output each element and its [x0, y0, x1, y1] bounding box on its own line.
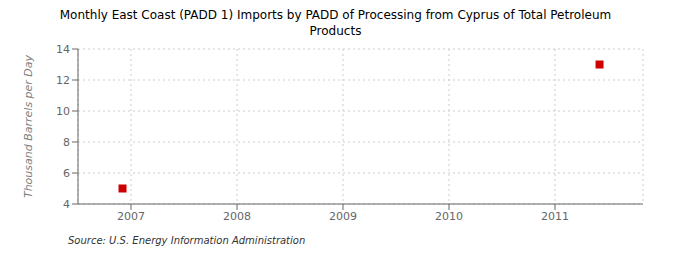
svg-text:2008: 2008 — [223, 210, 251, 223]
svg-text:2009: 2009 — [329, 210, 357, 223]
svg-text:12: 12 — [56, 74, 70, 87]
svg-text:10: 10 — [56, 105, 70, 118]
svg-text:6: 6 — [63, 167, 70, 180]
svg-text:2011: 2011 — [541, 210, 569, 223]
html-text:Monthly East Coast (PADD 1) Im: Monthly East Coast (PADD 1) Imports by P… — [59, 8, 612, 38]
html-text:Source: U.S. Energy Informatio: Source: U.S. Energy Information Administ… — [68, 235, 306, 247]
svg-text:8: 8 — [63, 136, 70, 149]
svg-text:4: 4 — [63, 198, 70, 211]
svg-text:2010: 2010 — [435, 210, 463, 223]
svg-text:Thousand Barrels per Day: Thousand Barrels per Day — [22, 55, 35, 199]
svg-text:14: 14 — [56, 43, 70, 56]
svg-text:2007: 2007 — [117, 210, 145, 223]
